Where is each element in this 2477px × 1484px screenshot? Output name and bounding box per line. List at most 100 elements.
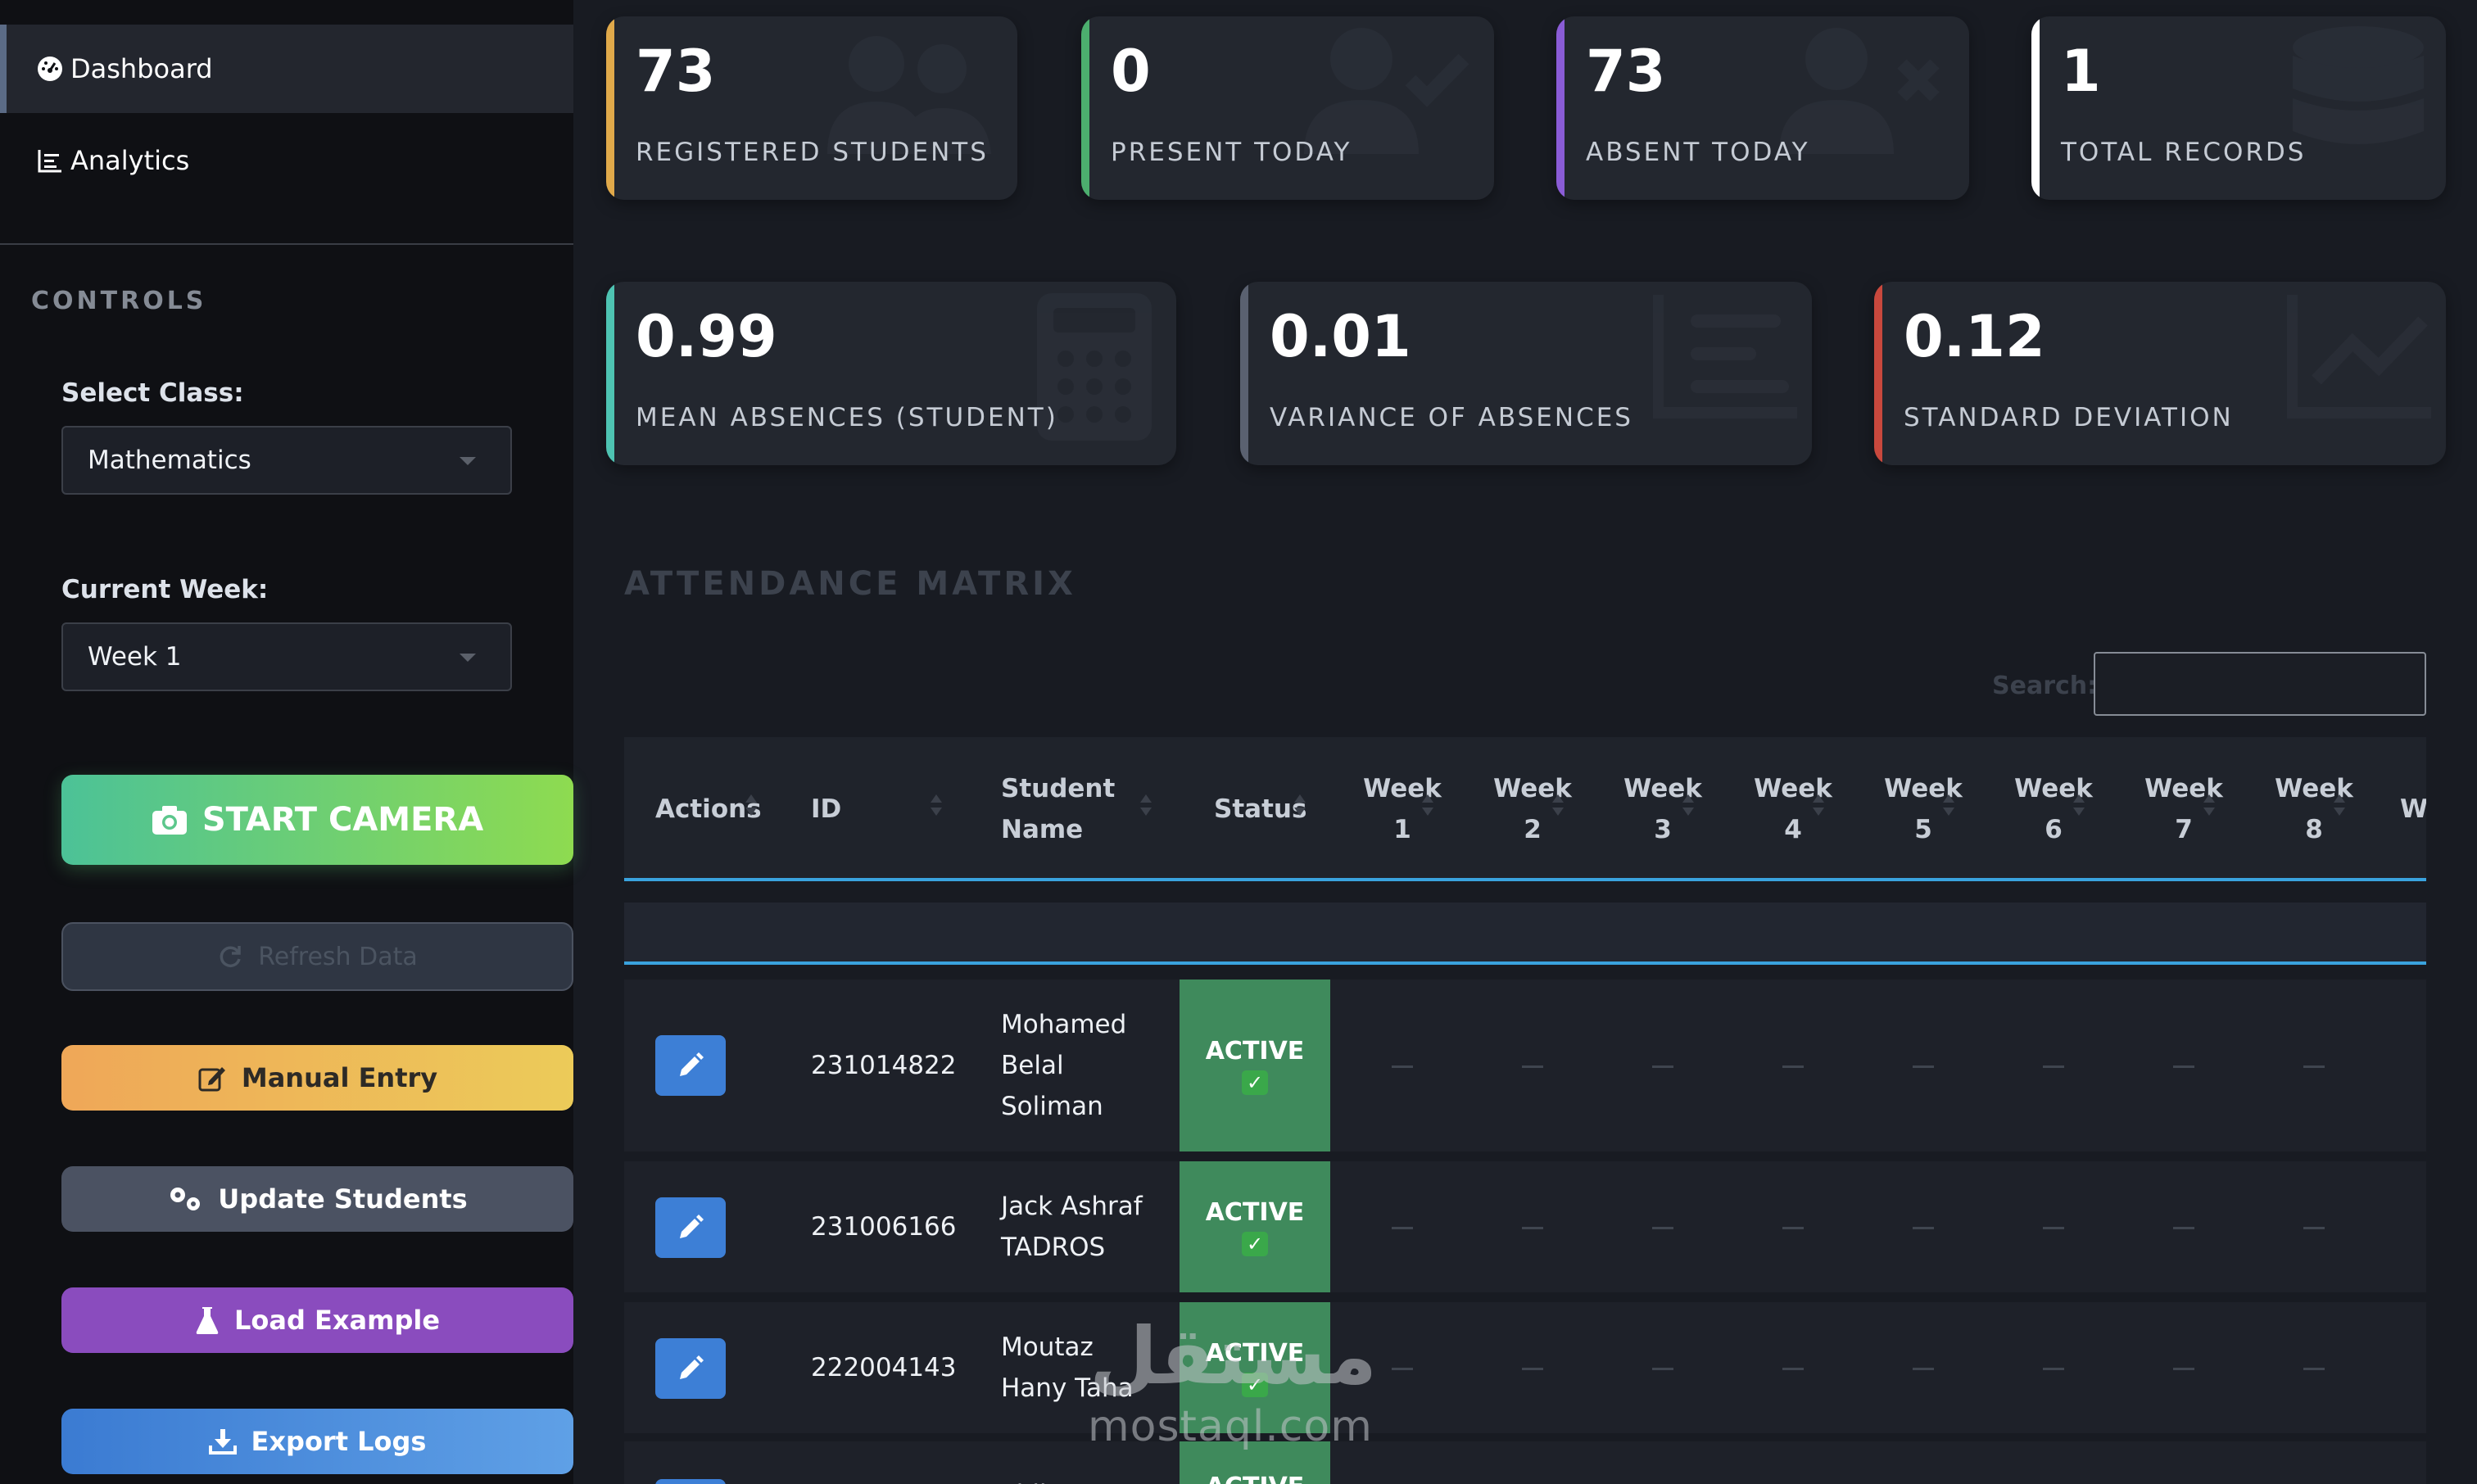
week-cell-empty bbox=[1782, 1065, 1804, 1068]
edit-button[interactable] bbox=[655, 1035, 726, 1096]
status-badge: ACTIVE bbox=[1205, 1338, 1305, 1368]
sort-icon[interactable] bbox=[1682, 794, 1694, 827]
week-cell-empty bbox=[2303, 1065, 2325, 1068]
stat-card-records: 1 TOTAL RECORDS bbox=[2031, 16, 2446, 200]
student-id: 231014822 bbox=[811, 1051, 957, 1080]
table-row: 222004143 Moutaz Hany Taha ACTIVE ✓ bbox=[624, 1302, 2426, 1433]
manual-entry-label: Manual Entry bbox=[241, 1062, 438, 1093]
column-header-week-9[interactable]: W bbox=[2400, 737, 2426, 881]
sort-icon[interactable] bbox=[2203, 794, 2215, 827]
metric-card-stddev: 0.12 STANDARD DEVIATION bbox=[1874, 282, 2446, 465]
sort-icon[interactable] bbox=[1140, 794, 1152, 827]
column-header-id[interactable]: ID bbox=[811, 737, 958, 881]
sidebar: Dashboard Analytics CONTROLS Select Clas… bbox=[0, 0, 573, 1484]
column-header-label: Week 4 bbox=[1754, 774, 1832, 844]
metric-label: MEAN ABSENCES (STUDENT) bbox=[636, 403, 1058, 432]
column-header-week-7[interactable]: Week 7 bbox=[2135, 737, 2233, 881]
start-camera-button[interactable]: START CAMERA bbox=[61, 775, 573, 865]
week-cell-empty bbox=[1652, 1227, 1673, 1229]
week-select[interactable]: Week 1 bbox=[61, 622, 512, 691]
search-input[interactable] bbox=[2094, 652, 2426, 716]
column-header-label: Week 7 bbox=[2144, 774, 2223, 844]
check-icon: ✓ bbox=[1242, 1231, 1268, 1256]
sidebar-divider bbox=[0, 243, 573, 245]
week-cell-empty bbox=[1913, 1368, 1934, 1370]
pencil-icon bbox=[680, 1052, 704, 1076]
column-header-week-6[interactable]: Week 6 bbox=[2004, 737, 2103, 881]
week-cell-empty bbox=[2303, 1368, 2325, 1370]
week-cell-empty bbox=[1782, 1368, 1804, 1370]
column-header-label: Status bbox=[1214, 794, 1307, 824]
stat-value: 73 bbox=[1586, 38, 1666, 105]
status-badge: ACTIVE bbox=[1205, 1036, 1305, 1065]
export-logs-button[interactable]: Export Logs bbox=[61, 1409, 573, 1474]
status-badge: ACTIVE bbox=[1206, 1473, 1305, 1484]
refresh-data-button[interactable]: Refresh Data bbox=[61, 922, 573, 991]
chevron-down-icon bbox=[460, 457, 476, 465]
week-cell-empty bbox=[1652, 1368, 1673, 1370]
week-cell-empty bbox=[1782, 1227, 1804, 1229]
metric-value: 0.01 bbox=[1270, 303, 1411, 370]
sort-icon[interactable] bbox=[1943, 794, 1954, 827]
week-cell-empty bbox=[2043, 1065, 2064, 1068]
sort-icon[interactable] bbox=[931, 794, 942, 827]
stat-label: ABSENT TODAY bbox=[1586, 138, 1810, 167]
nav-analytics-label: Analytics bbox=[70, 145, 190, 176]
metric-label: STANDARD DEVIATION bbox=[1904, 403, 2234, 432]
sort-icon[interactable] bbox=[1552, 794, 1564, 827]
gears-icon bbox=[170, 1188, 201, 1210]
column-header-label: Week 1 bbox=[1363, 774, 1442, 844]
column-header-status[interactable]: Status bbox=[1214, 737, 1312, 881]
column-header-label: Week 5 bbox=[1884, 774, 1963, 844]
column-header-week-1[interactable]: Week 1 bbox=[1353, 737, 1451, 881]
sort-icon[interactable] bbox=[745, 794, 757, 827]
column-header-student-name[interactable]: Student Name bbox=[1001, 737, 1124, 881]
student-name: Philopateer bbox=[1001, 1474, 1145, 1484]
metric-value: 0.12 bbox=[1904, 303, 2045, 370]
column-header-week-2[interactable]: Week 2 bbox=[1483, 737, 1582, 881]
update-students-button[interactable]: Update Students bbox=[61, 1166, 573, 1232]
edit-button[interactable] bbox=[655, 1338, 726, 1399]
week-cell-empty bbox=[2043, 1227, 2064, 1229]
week-select-value: Week 1 bbox=[88, 642, 182, 672]
nav-analytics[interactable]: Analytics bbox=[0, 116, 573, 205]
status-cell: ACTIVE ✓ bbox=[1180, 1302, 1330, 1433]
sort-icon[interactable] bbox=[1422, 794, 1433, 827]
status-cell: ACTIVE ✓ bbox=[1180, 980, 1330, 1151]
class-label: Select Class: bbox=[61, 378, 244, 408]
card-accent bbox=[1240, 282, 1248, 465]
table-row: 231006166 Jack Ashraf TADROS ACTIVE ✓ bbox=[624, 1161, 2426, 1292]
class-select-value: Mathematics bbox=[88, 446, 251, 475]
start-camera-label: START CAMERA bbox=[202, 801, 484, 839]
sort-icon[interactable] bbox=[2334, 794, 2345, 827]
week-cell-empty bbox=[1392, 1227, 1413, 1229]
nav-dashboard[interactable]: Dashboard bbox=[0, 25, 573, 113]
week-cell-empty bbox=[2173, 1227, 2194, 1229]
column-header-week-8[interactable]: Week 8 bbox=[2265, 737, 2363, 881]
attendance-table: Actions ID Student Name Status Week 1 We… bbox=[624, 737, 2426, 1484]
column-header-actions[interactable]: Actions bbox=[655, 737, 786, 881]
manual-entry-button[interactable]: Manual Entry bbox=[61, 1045, 573, 1111]
table-row: Philopateer ACTIVE bbox=[624, 1441, 2426, 1484]
column-header-week-3[interactable]: Week 3 bbox=[1614, 737, 1712, 881]
sort-icon[interactable] bbox=[1813, 794, 1824, 827]
load-example-button[interactable]: Load Example bbox=[61, 1287, 573, 1353]
matrix-title: ATTENDANCE MATRIX bbox=[624, 565, 1076, 603]
user-check-icon bbox=[1304, 28, 1469, 154]
class-select[interactable]: Mathematics bbox=[61, 426, 512, 495]
metric-card-variance: 0.01 VARIANCE OF ABSENCES bbox=[1240, 282, 1812, 465]
user-x-icon bbox=[1779, 28, 1940, 154]
edit-button[interactable] bbox=[655, 1197, 726, 1258]
sort-icon[interactable] bbox=[1294, 794, 1306, 827]
list-icon bbox=[1653, 295, 1797, 419]
column-header-week-4[interactable]: Week 4 bbox=[1744, 737, 1842, 881]
card-accent bbox=[606, 16, 614, 200]
student-id: 222004143 bbox=[811, 1353, 957, 1382]
controls-title: CONTROLS bbox=[31, 287, 207, 315]
card-accent bbox=[2031, 16, 2040, 200]
sort-icon[interactable] bbox=[2073, 794, 2085, 827]
week-cell-empty bbox=[1913, 1227, 1934, 1229]
stat-value: 1 bbox=[2061, 38, 2101, 105]
column-header-week-5[interactable]: Week 5 bbox=[1874, 737, 1972, 881]
edit-button[interactable] bbox=[655, 1479, 726, 1484]
